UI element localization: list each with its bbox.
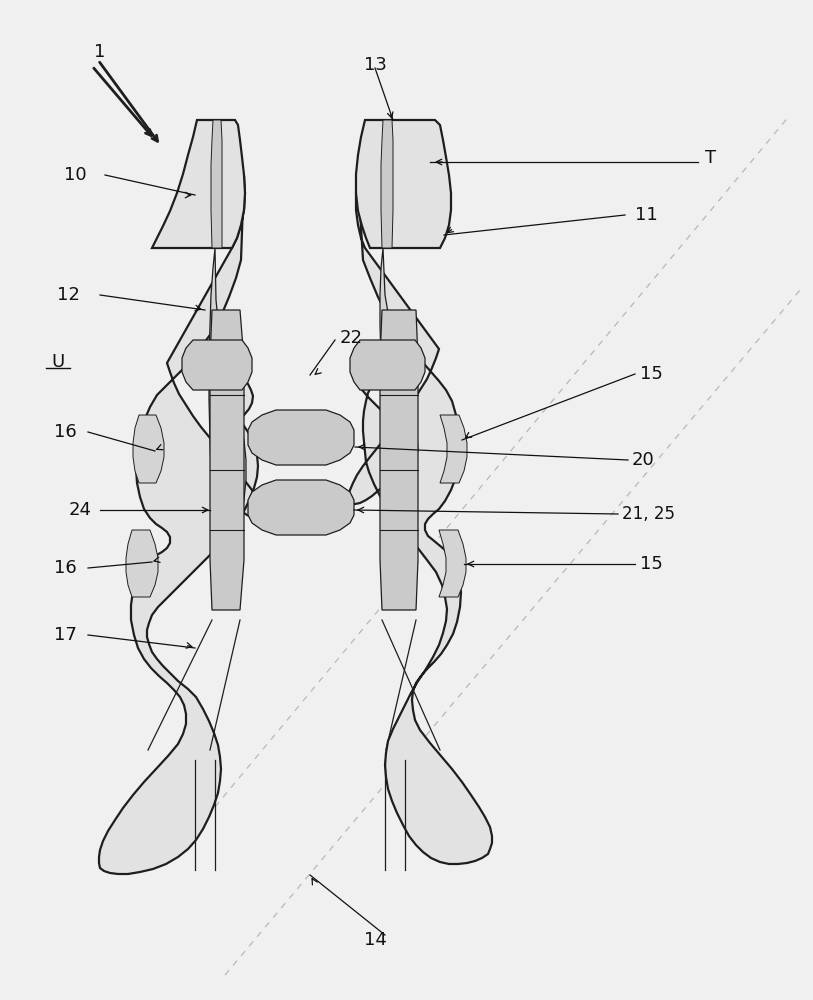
Polygon shape bbox=[126, 530, 158, 597]
Polygon shape bbox=[380, 248, 418, 462]
Text: 22: 22 bbox=[340, 329, 363, 347]
Polygon shape bbox=[210, 310, 244, 610]
Polygon shape bbox=[99, 176, 264, 874]
Polygon shape bbox=[350, 340, 425, 390]
Polygon shape bbox=[348, 176, 492, 864]
Polygon shape bbox=[152, 120, 245, 248]
Text: 15: 15 bbox=[640, 555, 663, 573]
Text: 16: 16 bbox=[54, 423, 76, 441]
Polygon shape bbox=[248, 410, 354, 465]
Polygon shape bbox=[381, 120, 393, 248]
Text: 12: 12 bbox=[57, 286, 80, 304]
Text: 1: 1 bbox=[94, 43, 106, 61]
Text: 10: 10 bbox=[63, 166, 86, 184]
Text: 11: 11 bbox=[635, 206, 658, 224]
Polygon shape bbox=[182, 340, 252, 390]
Polygon shape bbox=[356, 120, 451, 248]
Text: 17: 17 bbox=[54, 626, 76, 644]
Text: 15: 15 bbox=[640, 365, 663, 383]
Polygon shape bbox=[248, 480, 354, 535]
Text: 24: 24 bbox=[68, 501, 92, 519]
Polygon shape bbox=[211, 120, 222, 248]
Polygon shape bbox=[380, 310, 418, 610]
Text: 13: 13 bbox=[363, 56, 386, 74]
Polygon shape bbox=[439, 530, 466, 597]
Text: 14: 14 bbox=[363, 931, 386, 949]
Text: 16: 16 bbox=[54, 559, 76, 577]
Text: 20: 20 bbox=[632, 451, 654, 469]
Polygon shape bbox=[133, 415, 164, 483]
Polygon shape bbox=[209, 248, 246, 530]
Text: T: T bbox=[705, 149, 716, 167]
Text: 21, 25: 21, 25 bbox=[622, 505, 675, 523]
Text: U: U bbox=[51, 353, 64, 371]
Polygon shape bbox=[440, 415, 467, 483]
